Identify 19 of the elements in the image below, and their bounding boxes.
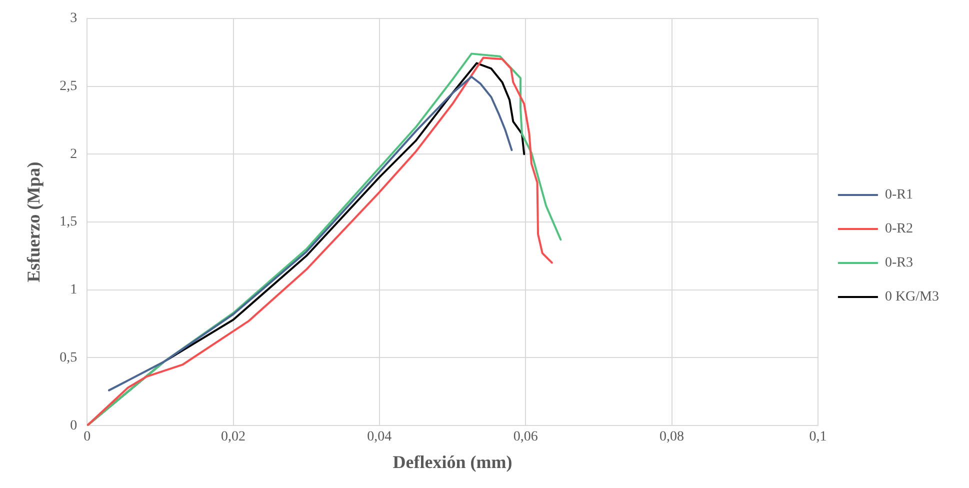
legend-label: 0-R3 — [884, 256, 913, 271]
x-tick-label: 0,06 — [513, 430, 538, 445]
legend-label: 0-R1 — [884, 188, 913, 203]
x-tick-label: 0,02 — [221, 430, 246, 445]
y-tick-label: 0 — [70, 418, 78, 434]
x-tick-label: 0,1 — [809, 430, 827, 445]
x-axis-title: Deflexión (mm) — [392, 452, 512, 472]
x-tick-label: 0 — [84, 430, 91, 445]
y-tick-label: 0,5 — [60, 350, 78, 366]
y-tick-label: 2,5 — [60, 78, 78, 94]
y-axis-title: Esfuerzo (Mpa) — [23, 162, 44, 282]
y-tick-label: 2 — [70, 146, 78, 162]
y-tick-label: 1,5 — [60, 214, 78, 230]
y-tick-label: 3 — [70, 11, 78, 26]
y-tick-label: 1 — [70, 282, 78, 298]
legend-label: 0 KG/M3 — [884, 290, 940, 305]
x-tick-label: 0,04 — [367, 430, 392, 445]
x-tick-label: 0,08 — [660, 430, 684, 445]
legend-label: 0-R2 — [884, 222, 913, 237]
